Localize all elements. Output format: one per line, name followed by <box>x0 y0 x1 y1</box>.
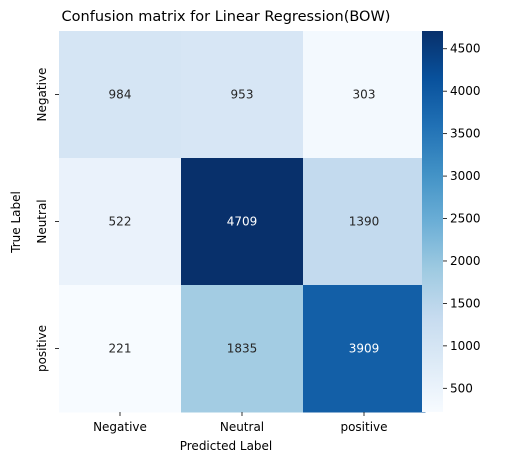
x-axis-ticks: Negative Neutral positive <box>93 412 388 434</box>
heatmap-cell <box>181 285 304 413</box>
y-tick-label: positive <box>35 325 49 372</box>
colorbar-tick-label: 2500 <box>450 212 481 226</box>
heatmap-cell <box>303 158 426 286</box>
cell-value-label: 303 <box>353 88 376 102</box>
y-axis-ticks: Negative Neutral positive <box>35 68 59 372</box>
heatmap-cell <box>181 31 304 159</box>
cell-value-label: 522 <box>109 215 132 229</box>
colorbar-tick-label: 3000 <box>450 169 481 183</box>
colorbar-tick-label: 3500 <box>450 127 481 141</box>
colorbar-tick-label: 4000 <box>450 84 481 98</box>
colorbar-ticks: 500 1000 1500 2000 2500 3000 3500 4000 4500 <box>443 42 481 395</box>
colorbar-tick-label: 500 <box>450 381 473 395</box>
cell-value-label: 3909 <box>349 342 380 356</box>
heatmap-cells <box>59 31 426 413</box>
cell-value-label: 1835 <box>227 342 258 356</box>
heatmap-cell <box>303 31 426 159</box>
x-tick-label: positive <box>340 420 387 434</box>
cell-value-label: 1390 <box>349 215 380 229</box>
cell-value-label: 221 <box>109 342 132 356</box>
heatmap-cell <box>59 285 182 413</box>
x-tick-label: Negative <box>93 420 147 434</box>
cell-value-label: 4709 <box>227 215 258 229</box>
y-tick-label: Negative <box>35 68 49 122</box>
y-tick-label: Neutral <box>35 199 49 243</box>
heatmap-cell <box>59 31 182 159</box>
colorbar <box>422 31 443 412</box>
heatmap-cell <box>181 158 304 286</box>
x-axis-label: Predicted Label <box>180 439 273 453</box>
y-axis-label: True Label <box>9 191 23 254</box>
colorbar-tick-label: 2000 <box>450 254 481 268</box>
colorbar-tick-label: 1000 <box>450 339 481 353</box>
chart-title: Confusion matrix for Linear Regression(B… <box>62 9 391 25</box>
x-tick-label: Neutral <box>220 420 264 434</box>
colorbar-tick-label: 1500 <box>450 296 481 310</box>
heatmap-cell-labels: 984 953 303 522 4709 1390 221 1835 3909 <box>109 88 380 356</box>
colorbar-tick-label: 4500 <box>450 42 481 56</box>
cell-value-label: 953 <box>231 88 254 102</box>
heatmap-cell <box>59 158 182 286</box>
cell-value-label: 984 <box>109 88 132 102</box>
heatmap-cell <box>303 285 426 413</box>
